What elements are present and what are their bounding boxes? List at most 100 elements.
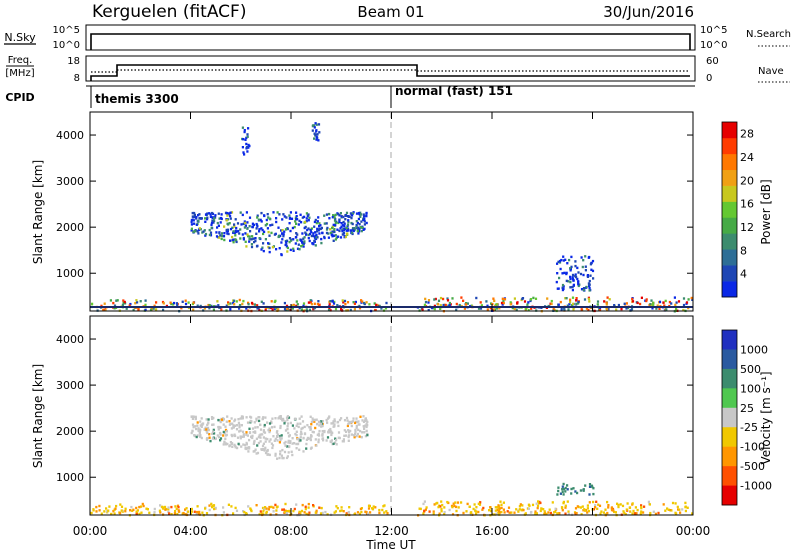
power-echo-cell [312,234,315,237]
velocity-echo-cell [353,512,356,516]
power-echo-cell [225,228,228,232]
power-echo-cell [292,249,295,252]
velocity-echo-cell [354,428,357,432]
power-echo-cell [343,235,346,238]
power-echo-cell [567,308,570,311]
velocity-ytick-label: 1000 [56,471,84,484]
velocity-echo-cell [579,489,582,492]
velocity-echo-cell [270,505,273,509]
power-echo-cell [277,308,280,311]
velocity-colorbar-frame [721,329,738,506]
power-echo-cell [577,302,580,305]
power-echo-cell [569,300,572,304]
velocity-colorbar-tick: 25 [740,402,754,415]
power-echo-cell [304,220,307,224]
velocity-echo-cell [347,435,350,439]
velocity-echo-cell [234,418,237,421]
power-echo-cell [463,307,466,310]
power-echo-cell [358,223,361,226]
velocity-echo-cell [369,511,372,514]
power-echo-cell [264,224,267,227]
power-echo-cell [490,302,493,305]
velocity-echo-cell [295,442,298,446]
power-echo-cell [575,297,578,300]
power-echo-cell [281,229,284,232]
power-echo-cell [559,300,562,304]
velocity-echo-cell [502,508,505,511]
velocity-echo-cell [237,421,240,425]
velocity-echo-cell [253,441,256,444]
nave-line [91,69,690,73]
power-echo-cell [336,228,339,231]
velocity-echo-cell [153,507,156,511]
power-echo-cell [691,298,694,301]
velocity-echo-cell [586,507,589,510]
velocity-echo-cell [321,511,324,515]
velocity-echo-cell [566,500,569,503]
power-echo-cell [439,307,442,310]
power-echo-cell [244,138,247,141]
nsearch-label: N.Search [746,29,791,40]
power-echo-cell [264,308,267,311]
velocity-echo-cell [335,505,338,508]
velocity-echo-cell [232,424,235,427]
power-echo-cell [204,217,207,220]
power-echo-cell [617,303,620,307]
power-echo-cell [91,302,94,306]
power-echo-cell [568,303,571,306]
velocity-echo-cell [266,421,269,424]
velocity-echo-cell [231,442,234,445]
velocity-echo-cell [583,508,586,511]
power-echo-cell [288,214,291,217]
power-echo-cell [337,235,340,238]
power-echo-cell [305,212,308,215]
velocity-echo-cell [423,509,426,512]
velocity-echo-cell [425,506,428,509]
velocity-echo-cell [500,510,503,514]
velocity-echo-cell [170,513,173,516]
velocity-echo-cell [196,511,199,514]
power-echo-cell [280,229,283,232]
power-echo-cell [297,243,300,246]
power-echo-cell [352,229,355,233]
velocity-echo-cell [466,502,469,506]
velocity-echo-cell [422,502,425,506]
velocity-echo-cell [214,506,217,510]
power-echo-cell [439,304,442,307]
power-echo-cell [291,307,294,310]
power-echo-cell [226,218,230,221]
velocity-echo-cell [288,441,291,445]
power-echo-cell [307,219,310,222]
velocity-echo-cell [440,507,443,511]
velocity-echo-cell [440,510,443,513]
power-echo-cell [241,146,244,149]
power-echo-cell [233,299,236,302]
power-echo-cell [318,303,321,306]
power-echo-cell [246,150,249,153]
velocity-echo-cell [283,450,287,454]
power-echo-cell [673,296,676,299]
power-echo-cell [285,308,288,312]
power-echo-cell [136,301,139,304]
power-echo-cell [314,236,317,239]
velocity-echo-cell [287,439,290,443]
velocity-echo-cell [258,513,261,516]
velocity-echo-cell [576,491,579,495]
power-colorbar-tick: 28 [740,128,754,141]
power-echo-cell [325,213,328,216]
power-echo-cell [501,303,504,306]
velocity-echo-cell [597,503,600,506]
velocity-echo-cell [385,510,388,513]
power-echo-cell [341,233,344,236]
velocity-echo-cell [196,424,199,427]
power-echo-cell [437,303,440,306]
velocity-echo-cell [252,450,255,453]
velocity-echo-cell [285,456,289,460]
velocity-echo-cell [253,421,256,424]
velocity-echo-cell [321,424,324,428]
velocity-echo-cell [381,508,384,512]
power-echo-cell [360,220,363,223]
power-echo-cell [590,268,593,271]
power-echo-cell [232,301,235,305]
